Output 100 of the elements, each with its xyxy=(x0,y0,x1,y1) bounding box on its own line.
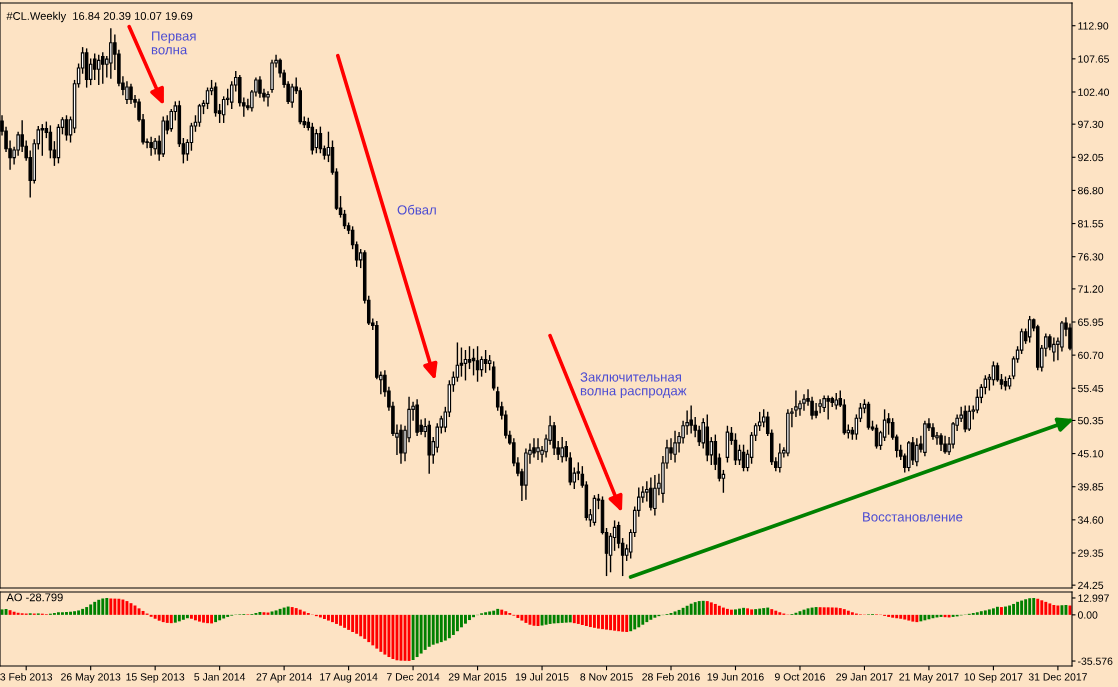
y-tick-label: 107.65 xyxy=(1078,55,1109,63)
bar xyxy=(794,612,798,615)
bar xyxy=(810,607,814,615)
bar xyxy=(758,608,762,615)
bar xyxy=(125,601,129,615)
bar xyxy=(544,614,548,625)
bar xyxy=(335,614,338,624)
bar xyxy=(331,614,334,623)
candlestick xyxy=(649,477,653,511)
bar xyxy=(359,614,363,637)
y-tick-label: 39.85 xyxy=(1077,483,1104,491)
bar xyxy=(903,614,907,620)
bar xyxy=(750,609,754,615)
y-tick-label: 24.25 xyxy=(1078,581,1104,590)
candlestick xyxy=(882,409,887,442)
bar xyxy=(1000,607,1003,615)
bar xyxy=(500,609,504,615)
bar xyxy=(411,614,415,661)
bar xyxy=(214,614,218,623)
y-tick-label: 92.05 xyxy=(1078,153,1104,162)
bar xyxy=(564,614,568,623)
bar xyxy=(1060,605,1064,615)
y-tick-label: 0.00 xyxy=(1077,611,1098,619)
bar xyxy=(61,612,64,615)
bar xyxy=(693,602,697,615)
annotation: Восстановление xyxy=(863,512,963,522)
candlestick xyxy=(129,83,133,105)
bar xyxy=(451,614,455,635)
bar xyxy=(601,614,604,630)
candlestick xyxy=(92,53,97,81)
bar xyxy=(609,614,613,631)
candlestick xyxy=(818,399,822,414)
bar xyxy=(504,611,508,615)
bar xyxy=(983,610,987,615)
candlestick xyxy=(463,350,468,381)
bar xyxy=(697,601,701,615)
y-tick-label: 81.55 xyxy=(1078,220,1104,228)
bar xyxy=(653,614,657,618)
bar xyxy=(689,603,693,615)
bar xyxy=(371,614,375,646)
bar xyxy=(198,614,201,622)
bar xyxy=(891,614,895,618)
bar xyxy=(552,614,556,624)
bar xyxy=(258,611,262,615)
bar xyxy=(830,607,834,615)
bar xyxy=(979,611,983,615)
bar xyxy=(173,614,177,623)
x-tick-label: 27 Apr 2014 xyxy=(256,673,312,683)
bar xyxy=(189,614,193,619)
bar xyxy=(322,614,326,619)
bar xyxy=(459,614,463,628)
bar xyxy=(343,614,347,628)
candlestick xyxy=(459,347,464,377)
candlestick xyxy=(886,413,891,435)
bar xyxy=(161,614,165,623)
bar xyxy=(1056,605,1060,615)
bar xyxy=(826,607,830,615)
bar xyxy=(516,614,520,618)
bar xyxy=(419,614,423,654)
bar xyxy=(887,614,891,617)
bar xyxy=(580,614,584,625)
bar xyxy=(524,614,528,623)
bar xyxy=(556,614,560,624)
bar xyxy=(1040,600,1044,615)
chart-title: AO -28.799 xyxy=(6,593,63,602)
bar xyxy=(73,611,77,615)
bar xyxy=(105,597,109,615)
bar xyxy=(742,607,745,615)
candlestick xyxy=(96,54,101,86)
bar xyxy=(725,608,729,615)
x-tick-label: 9 Oct 2016 xyxy=(774,673,825,681)
bar xyxy=(713,603,717,615)
bar xyxy=(746,608,750,615)
bar xyxy=(1032,597,1036,615)
bar xyxy=(69,611,72,615)
bar xyxy=(379,614,383,652)
bar xyxy=(605,614,608,630)
bar xyxy=(548,614,552,624)
bar xyxy=(576,614,580,624)
bar xyxy=(625,614,629,632)
x-tick-label: 10 Sep 2017 xyxy=(964,673,1023,683)
x-tick-label: 28 Feb 2016 xyxy=(642,672,700,681)
y-tick-label: 34.60 xyxy=(1077,516,1104,524)
bar xyxy=(81,608,85,615)
bar xyxy=(975,612,979,615)
bar xyxy=(383,614,387,655)
bar xyxy=(1012,603,1016,615)
bar xyxy=(923,614,927,621)
bar xyxy=(206,614,209,624)
y-tick-label: 60.70 xyxy=(1078,351,1104,360)
x-tick-label: 29 Mar 2015 xyxy=(448,673,507,681)
candlestick xyxy=(483,350,488,373)
bar xyxy=(633,614,637,630)
bar xyxy=(218,614,222,621)
bar xyxy=(423,614,427,650)
bar xyxy=(56,612,60,615)
y-tick-label: 65.95 xyxy=(1078,318,1104,326)
x-tick-label: 7 Dec 2014 xyxy=(386,673,440,681)
y-tick-label: 97.30 xyxy=(1078,120,1104,129)
bar xyxy=(468,614,471,621)
